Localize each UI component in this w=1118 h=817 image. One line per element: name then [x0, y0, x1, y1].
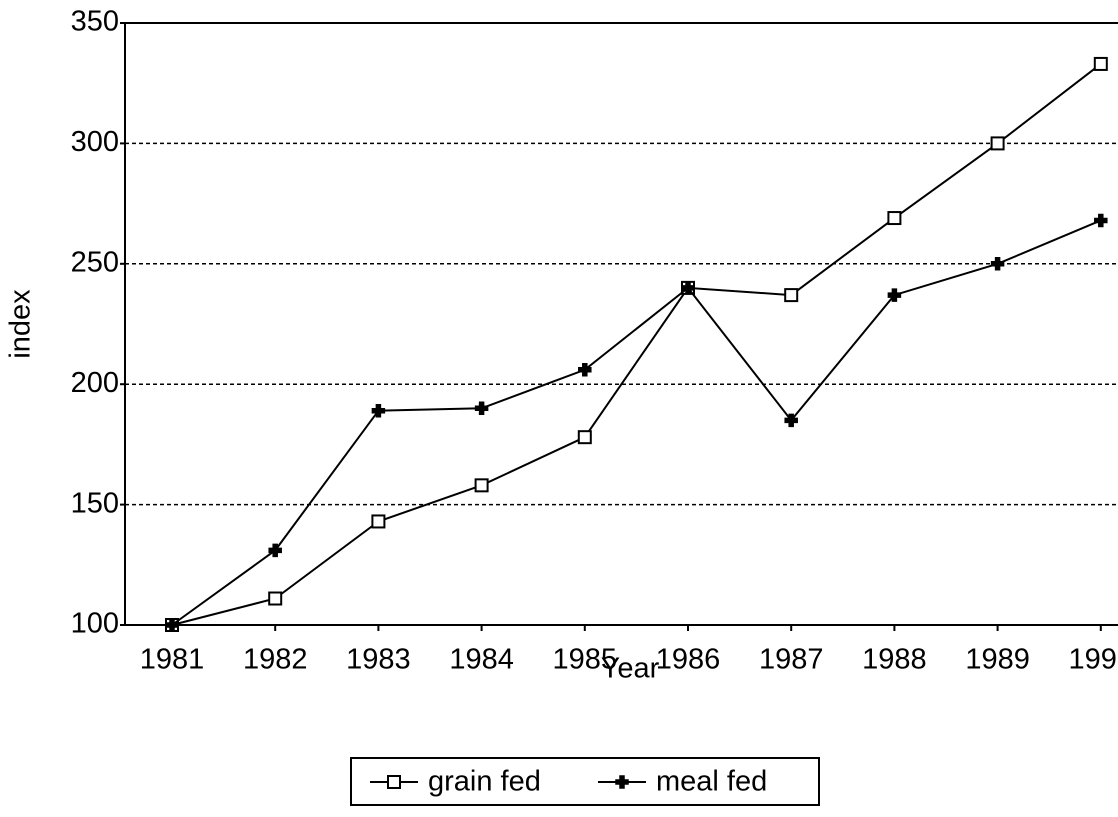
y-tick-label: 100 — [71, 608, 119, 640]
y-tick-label: 200 — [71, 367, 119, 399]
x-tick-label: 1981 — [140, 644, 205, 676]
marker — [371, 403, 386, 418]
marker — [887, 288, 902, 302]
marker — [474, 401, 489, 416]
marker — [784, 288, 799, 303]
marker — [268, 591, 283, 606]
legend-label: meal fed — [656, 766, 767, 798]
marker — [1094, 213, 1108, 228]
y-tick-label: 350 — [71, 6, 119, 38]
marker — [387, 775, 401, 789]
marker — [990, 257, 1005, 271]
marker — [990, 136, 1005, 151]
marker — [615, 775, 629, 789]
marker — [681, 281, 695, 295]
y-tick-label: 150 — [71, 487, 119, 519]
x-tick-label: 1982 — [243, 644, 308, 676]
x-tick-label: 1985 — [553, 644, 618, 676]
marker — [1093, 56, 1108, 71]
x-tick-label: 1990 — [1069, 644, 1118, 676]
marker — [784, 413, 798, 428]
y-axis-label: index — [5, 289, 37, 359]
series-line — [171, 63, 1102, 626]
x-axis-label: Year — [601, 653, 660, 685]
x-tick-label: 1984 — [449, 644, 514, 676]
y-tick-label: 250 — [71, 246, 119, 278]
marker — [474, 478, 489, 493]
legend-box — [350, 757, 820, 806]
x-tick-label: 1989 — [965, 644, 1030, 676]
x-tick-label: 1987 — [759, 644, 824, 676]
y-tick-label: 300 — [71, 126, 119, 158]
marker — [578, 363, 592, 377]
x-tick-label: 1988 — [862, 644, 927, 676]
x-tick-label: 1986 — [656, 644, 721, 676]
series-line — [171, 219, 1102, 626]
marker — [887, 211, 902, 226]
marker — [577, 430, 592, 445]
marker — [371, 514, 386, 529]
legend-label: grain fed — [428, 766, 541, 798]
marker — [268, 543, 282, 558]
marker — [165, 618, 179, 632]
x-tick-label: 1983 — [346, 644, 411, 676]
